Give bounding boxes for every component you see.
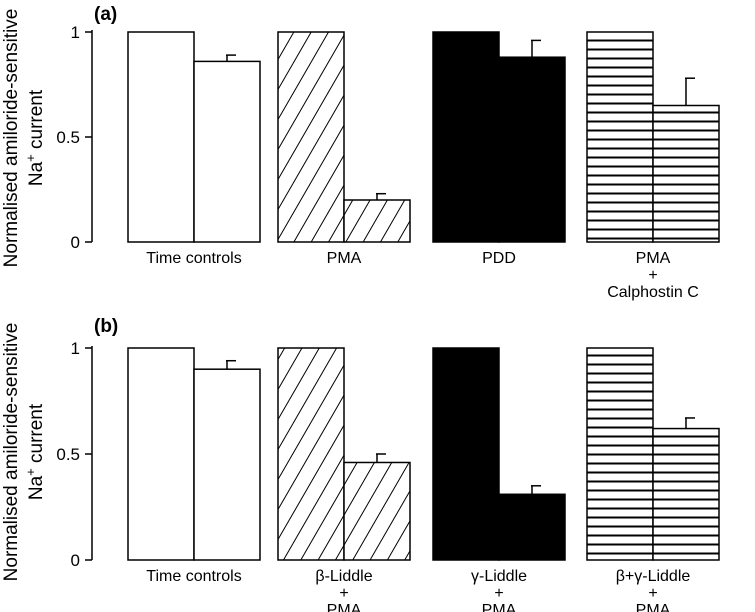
- panel-b-y-tick-label: 0.5: [56, 445, 80, 464]
- panel-b-bar: [586, 347, 654, 561]
- panel-b-axes: 00.51: [56, 339, 93, 570]
- panel-a: (a) Normalised amiloride-sensitive Na+ c…: [1, 4, 720, 301]
- panel-a-category-label: +: [648, 267, 657, 284]
- panel-b-bar: [432, 347, 500, 561]
- panel-a-bar: [586, 31, 654, 243]
- panel-b-bar: [127, 347, 195, 561]
- panel-a-category-label: PMA: [636, 250, 671, 267]
- panel-b-ylabel-current: current: [26, 403, 47, 468]
- panel-a-y-tick-label: 0.5: [56, 128, 80, 147]
- panel-a-bar: [498, 56, 566, 243]
- panel-a-ylabel-sup: +: [23, 154, 38, 162]
- panel-a-category-label: PMA: [327, 250, 362, 267]
- panel-b-ylabel-na: Na: [26, 475, 47, 500]
- panel-b-bar: [277, 347, 345, 561]
- panel-a-bar: [343, 199, 411, 243]
- panel-a-bars: Time controls PMA PDD PMA+Calphostin C: [127, 31, 720, 301]
- panel-b-bar: [498, 493, 566, 561]
- panel-b-ylabel-line2: Na+ current: [23, 403, 48, 500]
- panel-b-category-label: γ-Liddle: [471, 568, 527, 585]
- panel-a-y-tick-label: 1: [71, 23, 80, 42]
- panel-b-ylabel-sup: +: [23, 468, 38, 476]
- panel-a-bar: [127, 31, 195, 243]
- panel-b-category-label: PMA: [327, 602, 362, 612]
- panel-b-category-label: +: [339, 585, 348, 602]
- panel-b-category-label: β+γ-Liddle: [616, 568, 691, 585]
- panel-b-y-tick-label: 1: [71, 339, 80, 358]
- panel-b-category-label: PMA: [636, 602, 671, 612]
- panel-b-category-label: β-Liddle: [315, 568, 372, 585]
- panel-b-category-label: Time controls: [146, 568, 241, 585]
- panel-b-category-label: PMA: [482, 602, 517, 612]
- panel-b-bar: [343, 461, 411, 561]
- panel-a-axes: 00.51: [56, 23, 93, 252]
- panel-b-bars: Time controls β-Liddle+PMAγ-Liddle+PMAβ+γ…: [127, 347, 720, 612]
- panel-a-category-label: Calphostin C: [607, 284, 699, 301]
- panel-a-ylabel-current: current: [26, 89, 47, 154]
- panel-a-ylabel-line1: Normalised amiloride-sensitive: [1, 9, 22, 268]
- panel-a-label: (a): [94, 4, 117, 25]
- panel-b: (b) Normalised amiloride-sensitive Na+ c…: [1, 316, 720, 612]
- panel-b-category-label: +: [648, 585, 657, 602]
- panel-b-bar: [652, 427, 720, 561]
- panel-a-ylabel-na: Na: [26, 161, 47, 186]
- panel-a-ylabel-line2: Na+ current: [23, 89, 48, 186]
- panel-b-label: (b): [94, 316, 118, 337]
- panel-a-y-tick-label: 0: [71, 233, 80, 252]
- panel-b-y-tick-label: 0: [71, 551, 80, 570]
- panel-a-bar: [277, 31, 345, 243]
- panel-a-bar: [652, 104, 720, 243]
- panel-b-ylabel-line1: Normalised amiloride-sensitive: [1, 323, 22, 582]
- panel-a-bar: [193, 60, 261, 243]
- panel-a-category-label: PDD: [482, 250, 516, 267]
- panel-b-bar: [193, 368, 261, 561]
- panel-a-bar: [432, 31, 500, 243]
- panel-b-category-label: +: [494, 585, 503, 602]
- panel-a-category-label: Time controls: [146, 250, 241, 267]
